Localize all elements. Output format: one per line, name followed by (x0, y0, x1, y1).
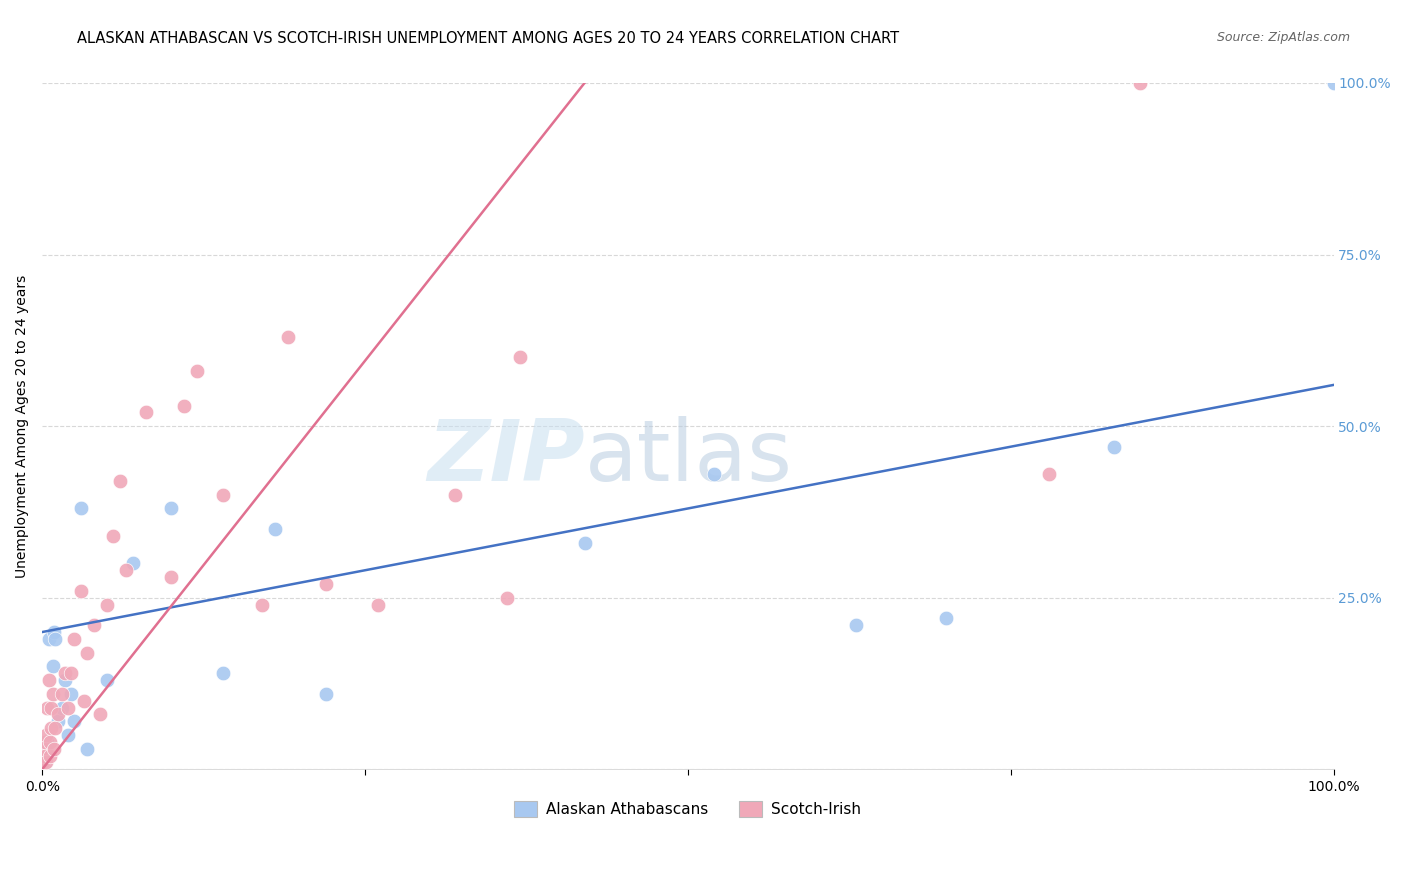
Legend: Alaskan Athabascans, Scotch-Irish: Alaskan Athabascans, Scotch-Irish (508, 796, 868, 823)
Point (103, 529, 125, 543)
Point (35, 741, 58, 756)
Point (34, 735, 56, 749)
Point (444, 488, 467, 502)
Point (173, 399, 195, 413)
Point (44, 721, 66, 735)
Point (56, 700, 79, 714)
Point (42, 741, 65, 756)
Point (32, 756, 55, 770)
Point (35, 756, 58, 770)
Point (37, 700, 59, 714)
Point (46, 707, 69, 722)
Point (42, 625, 65, 640)
Point (32, 748, 55, 763)
Point (160, 570, 183, 584)
Point (96, 673, 118, 687)
Point (315, 687, 337, 701)
Point (76, 646, 98, 660)
Point (44, 632, 66, 646)
Point (574, 536, 596, 550)
Point (89, 707, 111, 722)
Point (46, 714, 69, 729)
Point (1322, 76, 1344, 90)
Text: ALASKAN ATHABASCAN VS SCOTCH-IRISH UNEMPLOYMENT AMONG AGES 20 TO 24 YEARS CORREL: ALASKAN ATHABASCAN VS SCOTCH-IRISH UNEMP… (77, 31, 900, 46)
Point (35, 728, 58, 742)
Point (76, 741, 98, 756)
Point (38, 632, 60, 646)
Point (34, 748, 56, 763)
Point (96, 598, 118, 612)
Point (32, 748, 55, 763)
Point (108, 474, 131, 488)
Point (277, 330, 299, 344)
Point (186, 364, 208, 378)
Point (41, 659, 63, 673)
Point (55, 666, 77, 681)
Point (703, 467, 725, 482)
Point (70, 501, 93, 516)
Point (845, 618, 868, 632)
Point (72, 694, 94, 708)
Point (1129, 76, 1152, 90)
Point (212, 488, 235, 502)
Point (496, 591, 519, 605)
Point (83, 618, 105, 632)
Point (55, 673, 77, 687)
Point (160, 501, 183, 516)
Point (32, 756, 55, 770)
Point (38, 673, 60, 687)
Point (212, 666, 235, 681)
Point (39, 735, 62, 749)
Point (134, 405, 156, 419)
Text: Source: ZipAtlas.com: Source: ZipAtlas.com (1216, 31, 1350, 45)
Point (56, 728, 79, 742)
Point (315, 577, 337, 591)
Point (509, 351, 531, 365)
Point (250, 598, 273, 612)
Point (1102, 440, 1125, 454)
Point (115, 563, 138, 577)
Point (32, 756, 55, 770)
Point (39, 700, 62, 714)
Point (51, 700, 73, 714)
Point (367, 598, 389, 612)
Point (59, 687, 82, 701)
Point (39, 748, 62, 763)
Point (32, 741, 55, 756)
Point (1038, 467, 1060, 482)
Point (70, 583, 93, 598)
Point (37, 735, 59, 749)
Y-axis label: Unemployment Among Ages 20 to 24 years: Unemployment Among Ages 20 to 24 years (15, 275, 30, 578)
Point (51, 687, 73, 701)
Point (935, 611, 957, 625)
Text: ZIP: ZIP (427, 416, 585, 499)
Point (34, 756, 56, 770)
Point (39, 721, 62, 735)
Point (121, 557, 143, 571)
Point (41, 687, 63, 701)
Point (63, 632, 86, 646)
Point (63, 714, 86, 729)
Point (263, 522, 285, 536)
Point (59, 666, 82, 681)
Text: atlas: atlas (585, 416, 793, 499)
